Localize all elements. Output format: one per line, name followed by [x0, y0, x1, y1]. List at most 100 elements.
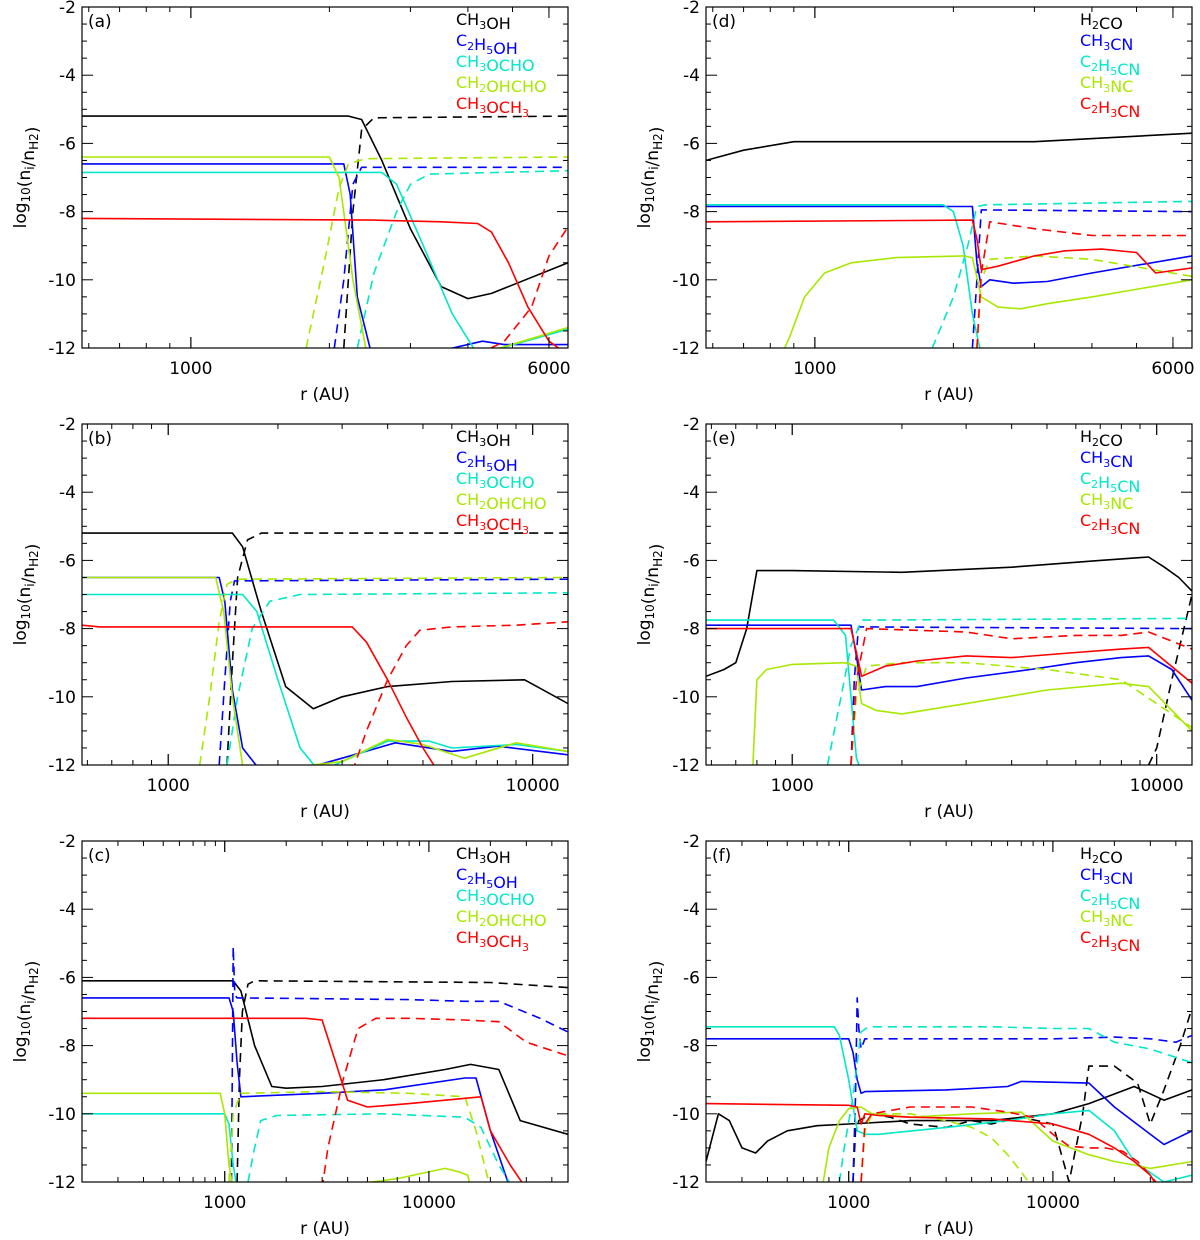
y-tick-label: -4	[683, 483, 700, 503]
series-line-10	[322, 1017, 568, 1182]
series-line-7	[305, 156, 568, 348]
y-tick-label: -4	[59, 483, 76, 503]
y-tick-label: -10	[48, 1105, 76, 1125]
series-line-8	[82, 217, 560, 348]
y-tick-label: -8	[59, 1037, 76, 1057]
y-tick-label: -2	[683, 415, 700, 435]
plot-frame	[705, 6, 1193, 349]
chart-panel-2: -12 -10 -8 -6 -4 -2 1000 10000 r (AU) log10(ni/nH…	[11, 415, 569, 822]
series-group	[82, 115, 568, 348]
chart-panel-3: -12 -10 -8 -6 -4 -2 1000 10000 r (AU) log10(ni/nH…	[635, 415, 1193, 822]
series-group	[706, 132, 1192, 348]
y-tick-label: -6	[683, 551, 700, 571]
y-tick-label: -6	[59, 968, 76, 988]
y-axis-label: log10(ni/nH2)	[635, 127, 667, 229]
y-tick-label: -6	[683, 968, 700, 988]
x-axis-label: r (AU)	[924, 1219, 974, 1239]
legend-entry: CH3OCHO	[456, 52, 535, 75]
series-line-6	[82, 156, 568, 348]
y-tick-label: -4	[683, 66, 700, 86]
legend-entry: CH2OHCHO	[456, 490, 547, 513]
y-tick-label: -6	[59, 134, 76, 154]
legend-entry: C2H5OH	[456, 865, 518, 892]
series-line-4	[931, 200, 1192, 348]
y-tick-label: -12	[672, 339, 700, 359]
series-group	[706, 556, 1192, 765]
legend-entry: C2H3CN	[1080, 511, 1140, 538]
panel-label: (e)	[712, 429, 736, 449]
y-tick-label: -10	[672, 1105, 700, 1125]
y-tick-label: -12	[672, 756, 700, 776]
series-line-8	[706, 627, 1192, 684]
series-line-0	[82, 532, 568, 710]
series-line-0	[706, 556, 1192, 678]
legend-entry: C2H5OH	[456, 31, 518, 58]
y-tick-label: -8	[59, 203, 76, 223]
series-line-6	[82, 576, 568, 765]
y-tick-label: -6	[59, 551, 76, 571]
y-tick-label: -8	[683, 620, 700, 640]
y-axis-label: log10(ni/nH2)	[11, 961, 43, 1063]
x-axis-label: r (AU)	[300, 385, 350, 405]
x-tick-label: 1000	[169, 359, 212, 379]
series-line-8	[228, 1090, 490, 1182]
series-group	[82, 945, 568, 1182]
series-line-5	[226, 592, 568, 765]
chart-panel-0: -12 -10 -8 -6 -4 -2 1000 6000 r (AU) log10(ni/nH2…	[11, 0, 571, 405]
legend-entry: H2CO	[1080, 844, 1123, 867]
series-line-1	[226, 532, 568, 765]
series-line-6	[822, 1106, 1192, 1182]
chart-panel-4: -12 -10 -8 -6 -4 -2 1000 10000 r (AU) log10(ni/nH…	[11, 832, 569, 1239]
y-tick-label: -12	[48, 756, 76, 776]
series-line-6	[752, 661, 1192, 765]
series-line-5	[247, 1113, 511, 1182]
x-axis-label: r (AU)	[300, 1219, 350, 1239]
series-group	[706, 997, 1192, 1182]
series-line-7	[198, 576, 568, 765]
legend-entry: CH3NC	[1080, 73, 1133, 96]
series-line-2	[971, 209, 1192, 348]
series-line-0	[82, 979, 568, 1136]
y-axis-label: log10(ni/nH2)	[11, 544, 43, 646]
x-tick-label: 1000	[793, 359, 836, 379]
y-tick-label: -2	[59, 832, 76, 852]
plot-frame	[705, 840, 1193, 1183]
series-line-8	[976, 221, 1192, 348]
y-tick-label: -12	[48, 1173, 76, 1193]
y-tick-label: -2	[683, 0, 700, 18]
legend-entry: CH2OHCHO	[456, 907, 547, 930]
series-line-3	[230, 945, 568, 1182]
x-tick-label: 1000	[147, 776, 190, 796]
panel-label: (c)	[88, 846, 111, 866]
x-axis-label: r (AU)	[924, 802, 974, 822]
series-line-0	[82, 115, 568, 300]
legend-entry: C2H3CN	[1080, 94, 1140, 121]
legend-entry: CH3CN	[1080, 448, 1133, 471]
series-line-5	[783, 255, 1192, 348]
series-line-4	[706, 619, 860, 765]
series-line-3	[218, 578, 568, 765]
y-tick-label: -10	[48, 271, 76, 291]
series-group	[82, 532, 568, 765]
series-line-7	[860, 1113, 1030, 1182]
series-line-9	[353, 621, 568, 765]
series-line-5	[826, 617, 1192, 765]
x-tick-label: 10000	[1026, 1193, 1080, 1213]
x-tick-label: 10000	[506, 776, 560, 796]
legend-entry: C2H5CN	[1080, 886, 1140, 913]
series-line-1	[1147, 594, 1192, 765]
panel-label: (a)	[88, 12, 112, 32]
chart-panel-1: -12 -10 -8 -6 -4 -2 1000 6000 r (AU) log10(ni/nH2…	[635, 0, 1195, 405]
y-tick-label: -8	[683, 1037, 700, 1057]
legend-entry: CH3OCH3	[456, 94, 529, 120]
series-line-7	[850, 661, 1192, 765]
series-line-0	[706, 132, 1192, 162]
series-line-4	[82, 171, 568, 348]
legend-entry: CH3OCH3	[456, 928, 529, 954]
x-tick-label: 1000	[203, 1193, 246, 1213]
y-tick-label: -12	[48, 339, 76, 359]
series-line-3	[852, 997, 1192, 1182]
